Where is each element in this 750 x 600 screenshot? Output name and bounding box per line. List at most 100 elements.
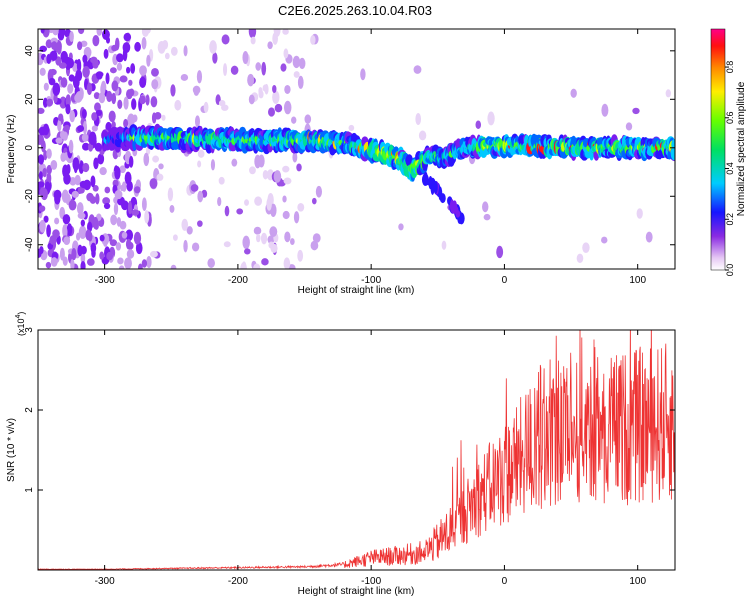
- heatmap-cell: [269, 226, 278, 237]
- heatmap-cell: [82, 66, 90, 78]
- heatmap-cell: [297, 249, 304, 262]
- spectrogram-ytick-label: -20: [24, 189, 35, 204]
- heatmap-cell: [109, 67, 117, 74]
- heatmap-cell: [106, 90, 113, 103]
- heatmap-cell: [156, 173, 164, 181]
- heatmap-cell: [222, 63, 228, 76]
- heatmap-cell: [438, 186, 443, 201]
- heatmap-cell: [50, 159, 58, 170]
- colorbar-tick-label: 0.6: [725, 112, 735, 125]
- heatmap-cell: [113, 202, 119, 215]
- heatmap-cell: [77, 244, 83, 257]
- heatmap-cell: [81, 108, 87, 119]
- heatmap-cell: [139, 95, 146, 105]
- heatmap-cell: [105, 72, 110, 85]
- heatmap-cell: [38, 107, 45, 114]
- heatmap-cell: [77, 186, 85, 194]
- heatmap-cell: [135, 241, 143, 255]
- chart-title: C2E6.2025.263.10.04.R03: [278, 3, 432, 18]
- heatmap-cell: [297, 75, 304, 89]
- heatmap-cell: [42, 97, 48, 108]
- heatmap-cell: [102, 197, 111, 205]
- heatmap-cell: [122, 42, 131, 53]
- heatmap-cell: [116, 62, 123, 71]
- spectrogram-xtick-label: -200: [228, 275, 248, 286]
- heatmap-cell: [146, 54, 151, 67]
- heatmap-cell: [242, 235, 250, 250]
- heatmap-cell: [78, 160, 85, 174]
- heatmap-cell: [67, 83, 74, 94]
- snr-multiplier: (x104): [15, 312, 26, 336]
- heatmap-cell: [55, 137, 63, 144]
- heatmap-cell: [76, 58, 82, 73]
- snr-panel: -300 -200 -100 0 100 1 2 3 (x104) Height of str…: [6, 312, 676, 597]
- heatmap-cell: [124, 171, 132, 185]
- heatmap-cell: [218, 176, 225, 185]
- heatmap-cell: [86, 258, 95, 266]
- heatmap-cell: [99, 167, 107, 176]
- heatmap-cell: [254, 196, 263, 206]
- heatmap-cell: [141, 259, 148, 268]
- heatmap-cell: [126, 249, 135, 259]
- heatmap-cell: [139, 76, 147, 88]
- heatmap-cell: [82, 54, 88, 64]
- heatmap-cell: [52, 82, 61, 96]
- heatmap-cell: [250, 36, 256, 45]
- heatmap-cell: [133, 186, 141, 194]
- heatmap-cell: [312, 233, 321, 243]
- heatmap-cell: [49, 68, 57, 76]
- heatmap-cell: [210, 159, 216, 171]
- heatmap-cell: [62, 226, 68, 238]
- heatmap-cell: [57, 119, 62, 132]
- heatmap-cell: [292, 55, 301, 69]
- heatmap-cell: [625, 122, 633, 131]
- heatmap-cell: [197, 190, 204, 203]
- heatmap-cell: [60, 152, 66, 163]
- heatmap-cell: [312, 197, 317, 205]
- heatmap-cell: [260, 232, 268, 245]
- heatmap-cell: [258, 154, 265, 168]
- heatmap-cell: [267, 235, 275, 244]
- heatmap-cell: [74, 93, 83, 103]
- heatmap-cell: [128, 155, 134, 168]
- heatmap-cell: [261, 258, 269, 266]
- heatmap-cell: [93, 157, 99, 170]
- heatmap-cell: [120, 184, 125, 192]
- heatmap-cell: [636, 208, 643, 219]
- heatmap-cell: [109, 239, 118, 247]
- heatmap-cell: [255, 62, 262, 71]
- heatmap-cell: [221, 34, 230, 45]
- heatmap-cell: [130, 63, 136, 74]
- heatmap-cell: [119, 165, 126, 174]
- heatmap-cell: [240, 262, 247, 269]
- heatmap-cell: [38, 137, 44, 144]
- heatmap-cell: [143, 152, 150, 167]
- heatmap-cell: [217, 196, 222, 207]
- spectrogram-xlabel: Height of straight line (km): [298, 285, 415, 296]
- heatmap-cell: [127, 200, 133, 215]
- snr-multiplier-exp: 4: [15, 314, 22, 318]
- heatmap-cell: [42, 167, 47, 178]
- heatmap-cell: [86, 82, 93, 95]
- heatmap-cell: [50, 257, 58, 267]
- heatmap-cell: [71, 248, 77, 261]
- heatmap-cell: [68, 139, 74, 154]
- heatmap-cell: [59, 247, 65, 261]
- heatmap-cell: [79, 180, 88, 189]
- heatmap-cell: [248, 94, 255, 105]
- heatmap-cell: [80, 219, 86, 227]
- heatmap-cell: [218, 99, 226, 107]
- heatmap-cell: [38, 154, 45, 165]
- heatmap-cell: [134, 41, 141, 52]
- heatmap-cell: [92, 185, 99, 192]
- colorbar-tick-label: 0.0: [725, 264, 735, 277]
- heatmap-cell: [150, 96, 158, 108]
- heatmap-cell: [40, 188, 48, 201]
- heatmap-cell: [114, 37, 120, 51]
- heatmap-cell: [104, 186, 111, 194]
- heatmap-cell: [40, 29, 45, 34]
- heatmap-cell: [54, 193, 61, 205]
- heatmap-cell: [38, 171, 43, 180]
